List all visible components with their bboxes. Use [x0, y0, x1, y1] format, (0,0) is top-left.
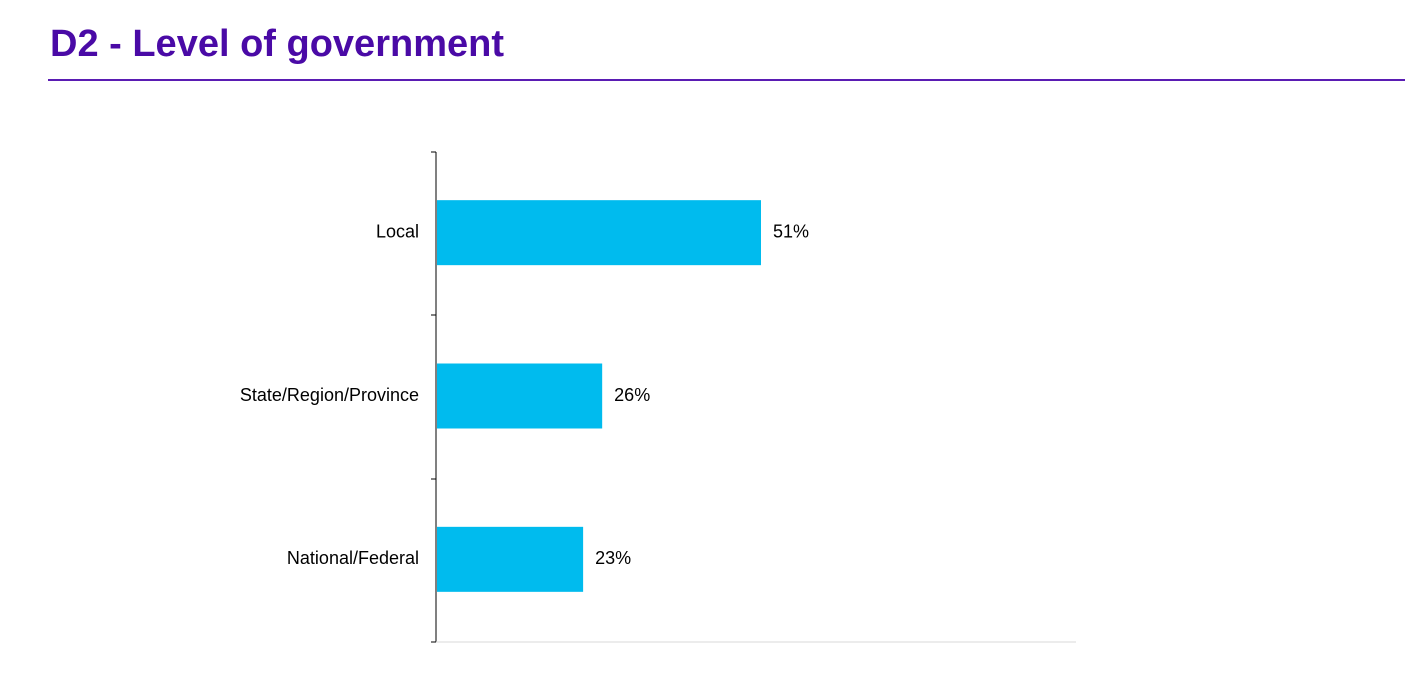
data-label: 51%	[773, 221, 809, 241]
category-label: State/Region/Province	[240, 385, 419, 405]
bar-national-federal	[437, 526, 584, 592]
chart-labels: Local 51% State/Region/Province 26% National…	[240, 221, 809, 568]
chart-bars	[437, 200, 761, 592]
data-label: 23%	[595, 548, 631, 568]
chart-axes	[431, 151, 1076, 643]
page-title: D2 - Level of government	[50, 23, 504, 65]
bar-local	[437, 200, 761, 266]
title-divider	[48, 79, 1405, 81]
bar-state-region-province	[437, 363, 603, 429]
data-label: 26%	[614, 385, 650, 405]
category-label: National/Federal	[287, 548, 419, 568]
category-label: Local	[376, 221, 419, 241]
